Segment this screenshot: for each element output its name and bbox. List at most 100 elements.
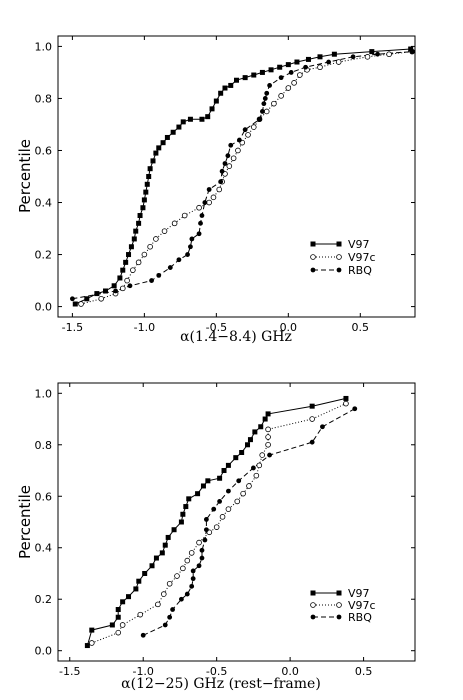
chart-2-point-rbq-16 (217, 499, 223, 504)
chart-1-legend-marker-v97c-b (336, 254, 342, 260)
chart-1-ytick-label-0: 0.0 (35, 301, 53, 314)
chart-1-point-v97c-20 (230, 155, 237, 162)
chart-1-point-rbq-21 (242, 127, 248, 133)
chart-2-point-v97-22 (205, 478, 211, 484)
chart-1-point-rbq-34 (409, 49, 415, 55)
chart-2-point-v97-2 (109, 622, 115, 628)
chart-1-point-rbq-26 (264, 90, 270, 96)
chart-1-legend-marker-v97-a (310, 241, 316, 247)
chart-2-point-v97c-26 (343, 400, 349, 407)
chart-1-legend-label-v97c: V97c (348, 251, 376, 264)
chart-2-point-v97c-16 (234, 498, 241, 505)
chart-1-ytick-label-3: 0.6 (35, 144, 53, 157)
chart-1-point-v97-34 (222, 85, 228, 91)
chart-2-point-v97c-24 (265, 426, 271, 433)
chart-1-point-v97c-23 (245, 132, 251, 138)
chart-2-point-v97-3 (115, 614, 121, 620)
chart-1-point-v97c-13 (196, 204, 202, 211)
chart-1-ytick-label-5: 1.0 (35, 40, 53, 53)
chart-1-point-rbq-25 (262, 96, 268, 101)
chart-1-point-v97c-26 (263, 108, 270, 115)
chart-2-series-line-v97 (86, 397, 347, 646)
chart-2: -1.5 -1.0 -0.5 0.0 0.5 0.0 0.2 0.4 0.6 0.8 1.0 Per… (16, 382, 416, 692)
chart-2-markers (84, 395, 358, 649)
chart-1-point-v97-1 (84, 296, 90, 302)
chart-2-point-v97-34 (309, 403, 315, 409)
chart-2-point-v97-17 (180, 511, 186, 517)
chart-2-point-rbq-12 (202, 537, 208, 543)
chart-1-xlabel: α(1.4−8.4) GHz (180, 329, 292, 345)
chart-2-point-v97-20 (195, 491, 201, 497)
chart-2-point-rbq-11 (199, 547, 205, 553)
chart-2-point-v97-15 (171, 527, 177, 533)
chart-2-point-v97c-2 (119, 622, 126, 628)
chart-1-point-v97-12 (136, 220, 142, 226)
chart-2-series-line-v97c (91, 403, 347, 644)
chart-2-xtick-label-3: 0.0 (281, 665, 299, 678)
chart-1-point-v97-36 (234, 77, 239, 83)
chart-1-point-v97-10 (131, 236, 137, 242)
chart-2-point-rbq-4 (179, 596, 184, 602)
chart-1-point-rbq-32 (350, 54, 356, 60)
chart-1-point-rbq-7 (185, 252, 190, 257)
chart-1-point-rbq-31 (326, 59, 332, 65)
chart-2-legend-marker-rbq-a (310, 614, 316, 620)
chart-2-point-rbq-2 (167, 614, 173, 620)
chart-1-point-v97-18 (146, 174, 152, 179)
chart-2-point-v97c-21 (259, 452, 266, 458)
chart-2-point-v97-6 (126, 594, 132, 600)
chart-1-point-rbq-18 (225, 153, 231, 159)
chart-1-legend-label-v97: V97 (348, 238, 370, 251)
chart-1-point-v97c-6 (135, 259, 142, 266)
chart-1-point-v97-11 (133, 228, 139, 234)
chart-1-point-v97-39 (259, 69, 265, 75)
chart-2-point-v97-32 (262, 416, 268, 422)
chart-1-point-v97c-7 (141, 251, 148, 258)
chart-1-point-rbq-0 (69, 296, 75, 302)
chart-1-point-v97c-3 (119, 285, 126, 292)
chart-2-point-rbq-21 (309, 439, 315, 445)
chart-2-point-rbq-23 (352, 406, 358, 412)
chart-2-point-v97-4 (115, 607, 121, 613)
chart-1-point-rbq-23 (260, 109, 265, 114)
chart-1-point-v97-37 (242, 75, 248, 81)
chart-1-point-rbq-28 (278, 75, 284, 81)
chart-1-legend-marker-rbq-b (336, 267, 342, 273)
chart-1-point-v97-47 (369, 49, 375, 55)
chart-1-point-rbq-24 (261, 101, 267, 107)
chart-2-xtick-label-2: -0.5 (206, 665, 227, 678)
chart-2-point-v97c-5 (160, 591, 167, 597)
chart-1-point-v97-15 (141, 197, 147, 203)
chart-2-point-rbq-1 (162, 622, 168, 628)
chart-1-point-v97-19 (147, 166, 153, 172)
chart-1-point-rbq-8 (188, 244, 193, 250)
chart-1-point-v97-3 (103, 288, 109, 294)
chart-1-point-v97c-29 (285, 85, 292, 91)
chart-2-point-rbq-19 (250, 465, 256, 471)
chart-2-point-v97-12 (159, 550, 165, 556)
chart-1-point-v97-24 (164, 134, 170, 140)
chart-1-point-v97-33 (218, 90, 224, 96)
chart-2-point-v97-11 (153, 555, 159, 561)
chart-1-point-rbq-17 (222, 161, 228, 166)
chart-2-legend-label-v97c: V97c (348, 599, 376, 612)
chart-1-point-rbq-13 (202, 200, 208, 205)
chart-1-point-rbq-12 (199, 213, 205, 218)
chart-2-point-rbq-17 (226, 488, 231, 494)
chart-2-point-v97c-25 (309, 416, 315, 422)
chart-1-point-v97-9 (128, 244, 134, 250)
chart-2-legend-marker-v97-b (336, 590, 342, 596)
chart-1-point-rbq-29 (288, 70, 294, 75)
chart-1-legend-entry-v97: V97 (310, 238, 370, 251)
chart-2-point-rbq-8 (190, 568, 196, 574)
chart-2-legend-marker-v97c-b (336, 602, 342, 608)
chart-1-ytick-label-1: 0.2 (35, 249, 53, 262)
chart-1-point-v97c-21 (235, 147, 241, 154)
chart-1-point-v97-13 (137, 213, 143, 219)
chart-1-point-v97-31 (209, 106, 215, 112)
chart-1-point-v97-28 (187, 116, 193, 122)
chart-1-markers (69, 46, 415, 307)
chart-1-legend-marker-rbq-a (310, 267, 316, 273)
